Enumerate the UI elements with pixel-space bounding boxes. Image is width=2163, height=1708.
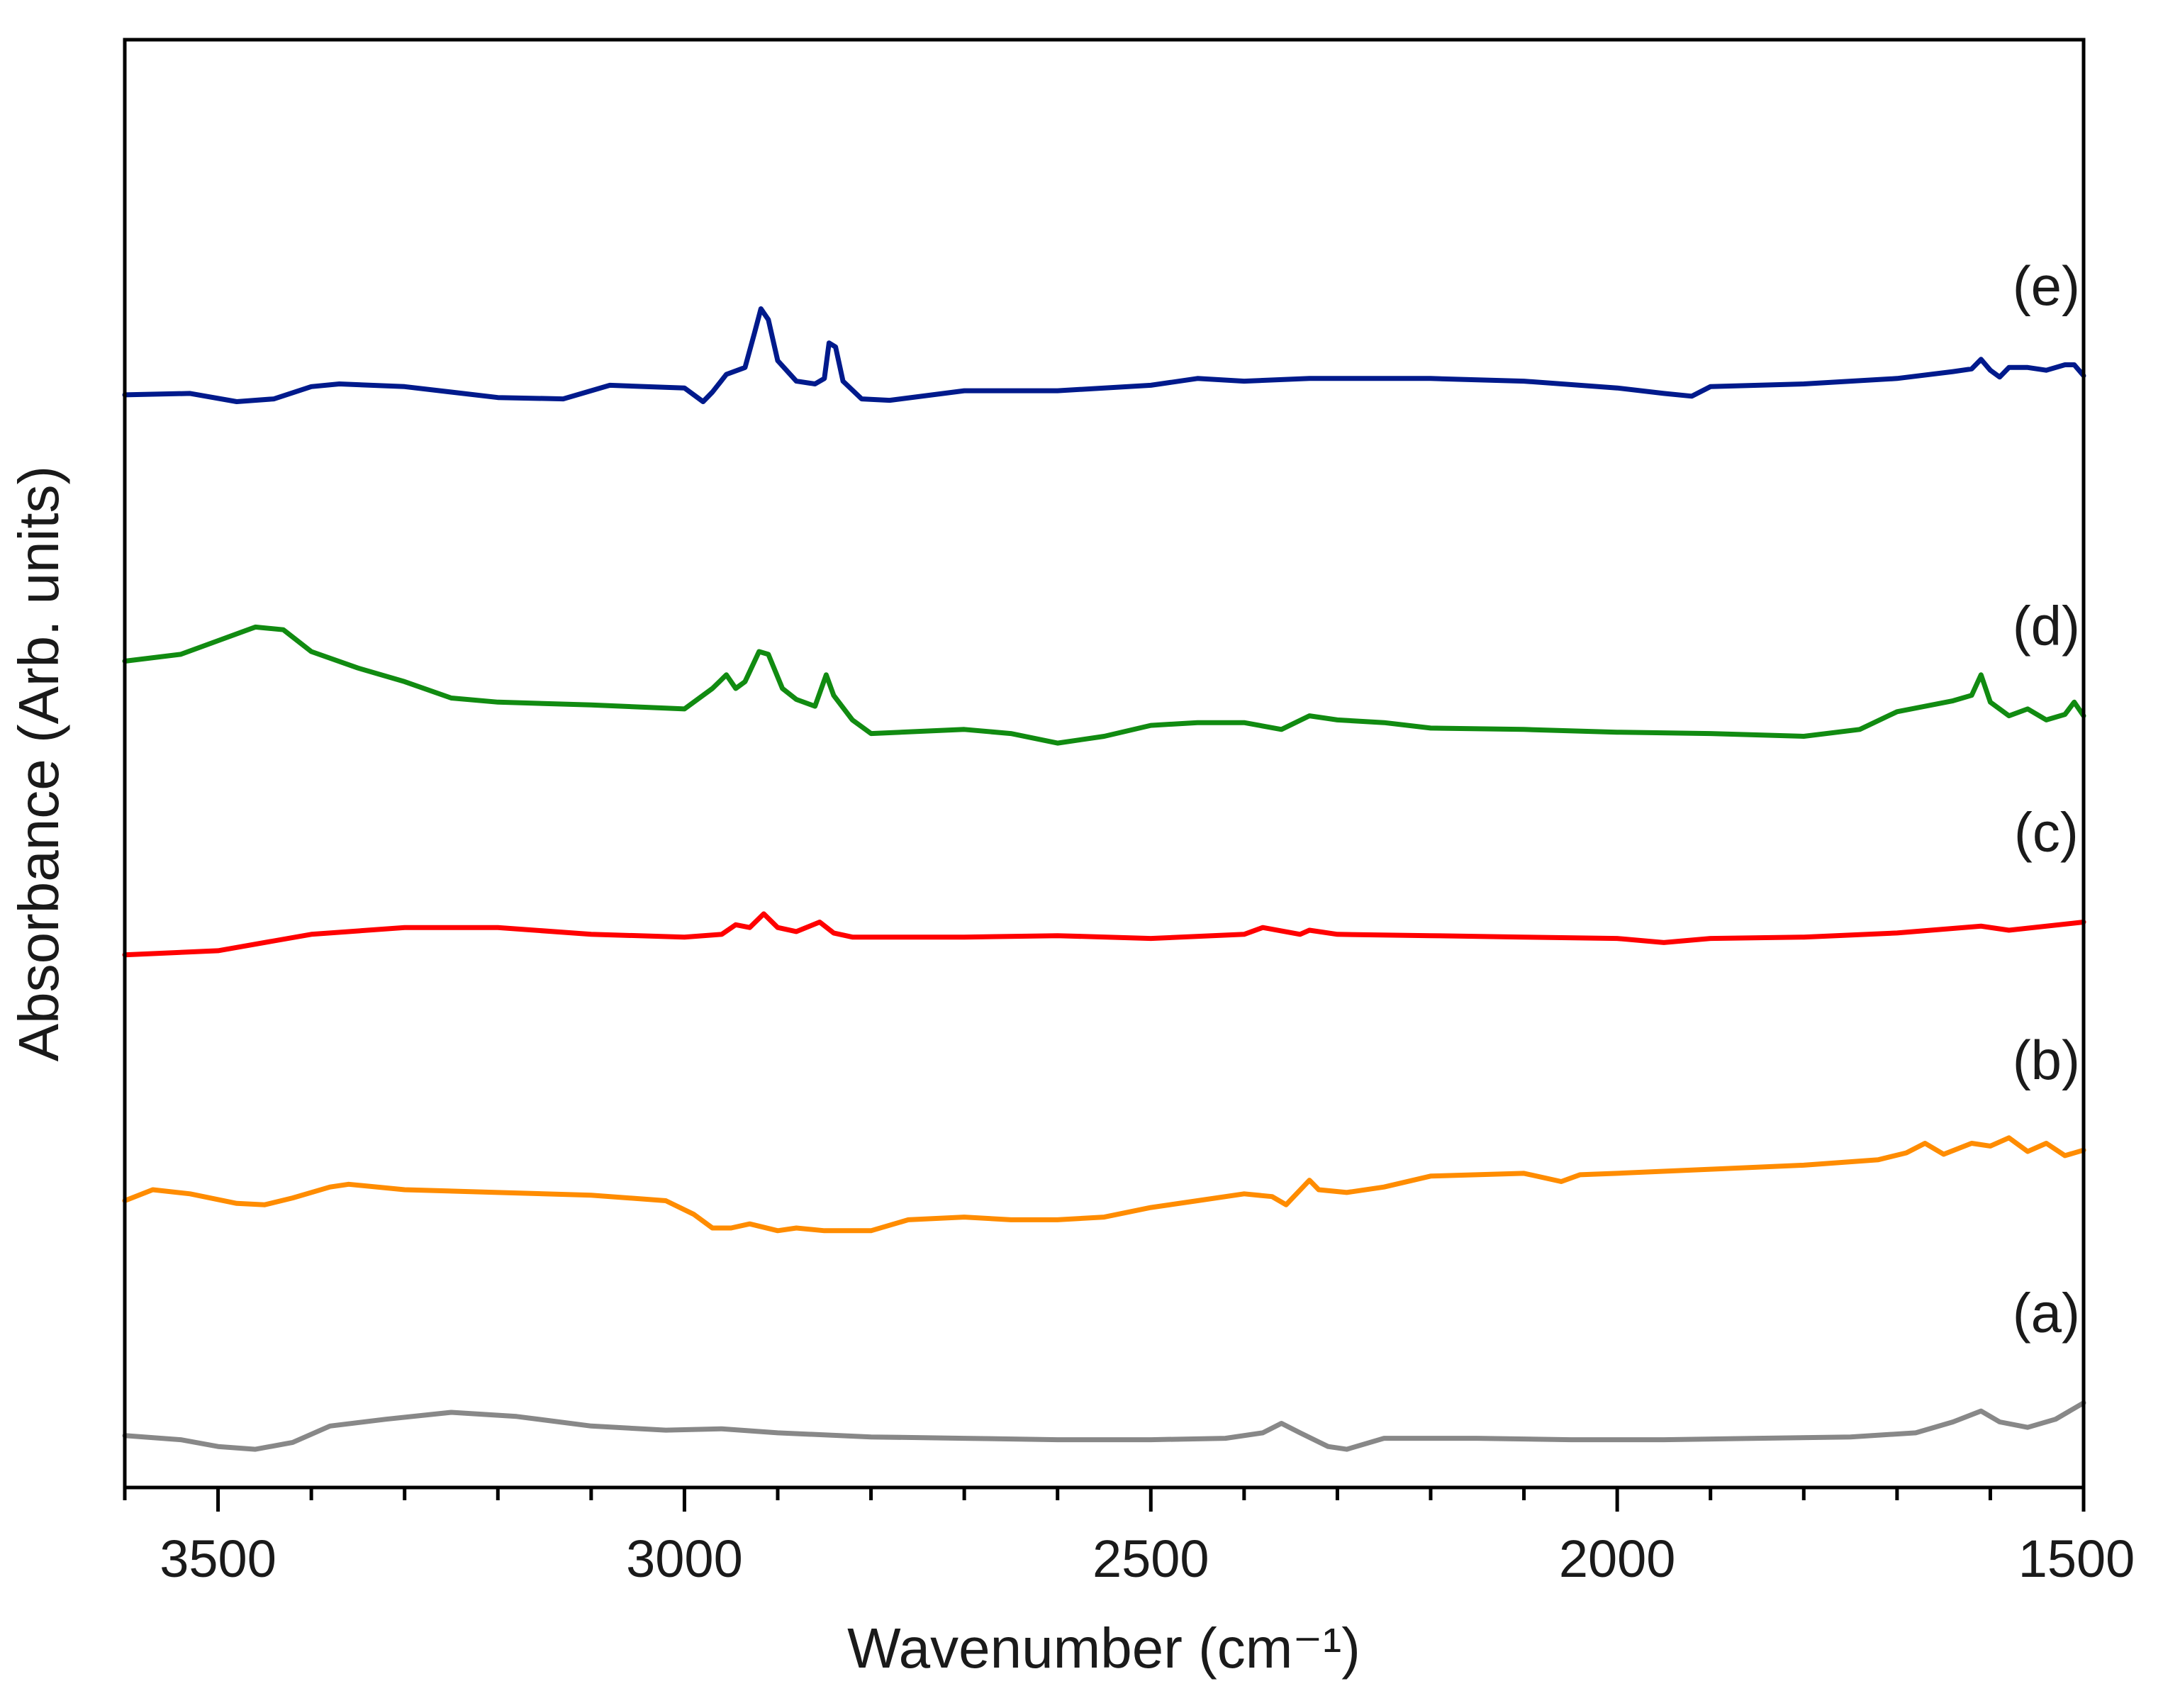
series-line-b <box>122 1135 2086 1234</box>
x-tick-label: 1500 <box>2018 1529 2135 1588</box>
plot-frame <box>123 38 2086 1490</box>
x-axis-title: Wavenumber (cm⁻¹) <box>847 1617 1360 1680</box>
series-line-d <box>122 624 2086 746</box>
x-tick-label: 2000 <box>1559 1529 1676 1588</box>
series-label-d: (d) <box>2013 595 2080 657</box>
series-label-e: (e) <box>2013 255 2080 317</box>
x-axis-ticks: 3500 3000 2500 2000 1500 <box>123 1487 2135 1588</box>
series-layer <box>122 306 2086 1452</box>
x-tick-label: 2500 <box>1092 1529 1209 1588</box>
series-line-a <box>122 1400 2086 1452</box>
series-line-c <box>122 911 2086 958</box>
series-label-b: (b) <box>2013 1029 2080 1091</box>
series-label-a: (a) <box>2013 1282 2080 1344</box>
y-axis-title: Absorbance (Arb. units) <box>7 466 70 1061</box>
x-tick-label: 3500 <box>160 1529 276 1588</box>
series-label-c: (c) <box>2014 800 2079 863</box>
series-line-e <box>122 306 2086 404</box>
series-labels: (a) (b) (c) (d) (e) <box>2013 255 2080 1344</box>
x-tick-label: 3000 <box>626 1529 743 1588</box>
